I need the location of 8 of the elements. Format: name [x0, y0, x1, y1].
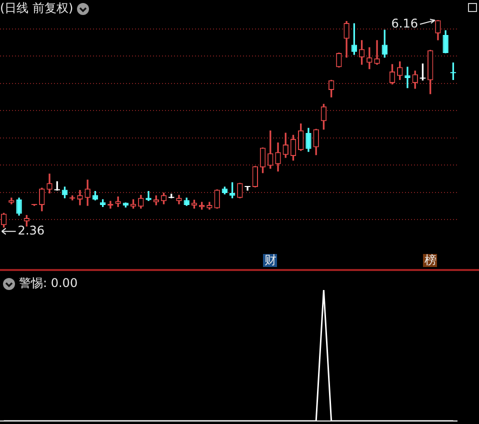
candlestick	[244, 186, 250, 191]
chart-title: 警惕: 0.00	[19, 275, 78, 292]
annotation: 2.36	[18, 223, 45, 238]
annotation: 6.16	[391, 16, 418, 30]
chart-title: (日线 前复权)	[0, 0, 74, 17]
candlestick	[374, 40, 380, 65]
text: 财	[263, 253, 278, 267]
text: 榜	[423, 253, 438, 267]
